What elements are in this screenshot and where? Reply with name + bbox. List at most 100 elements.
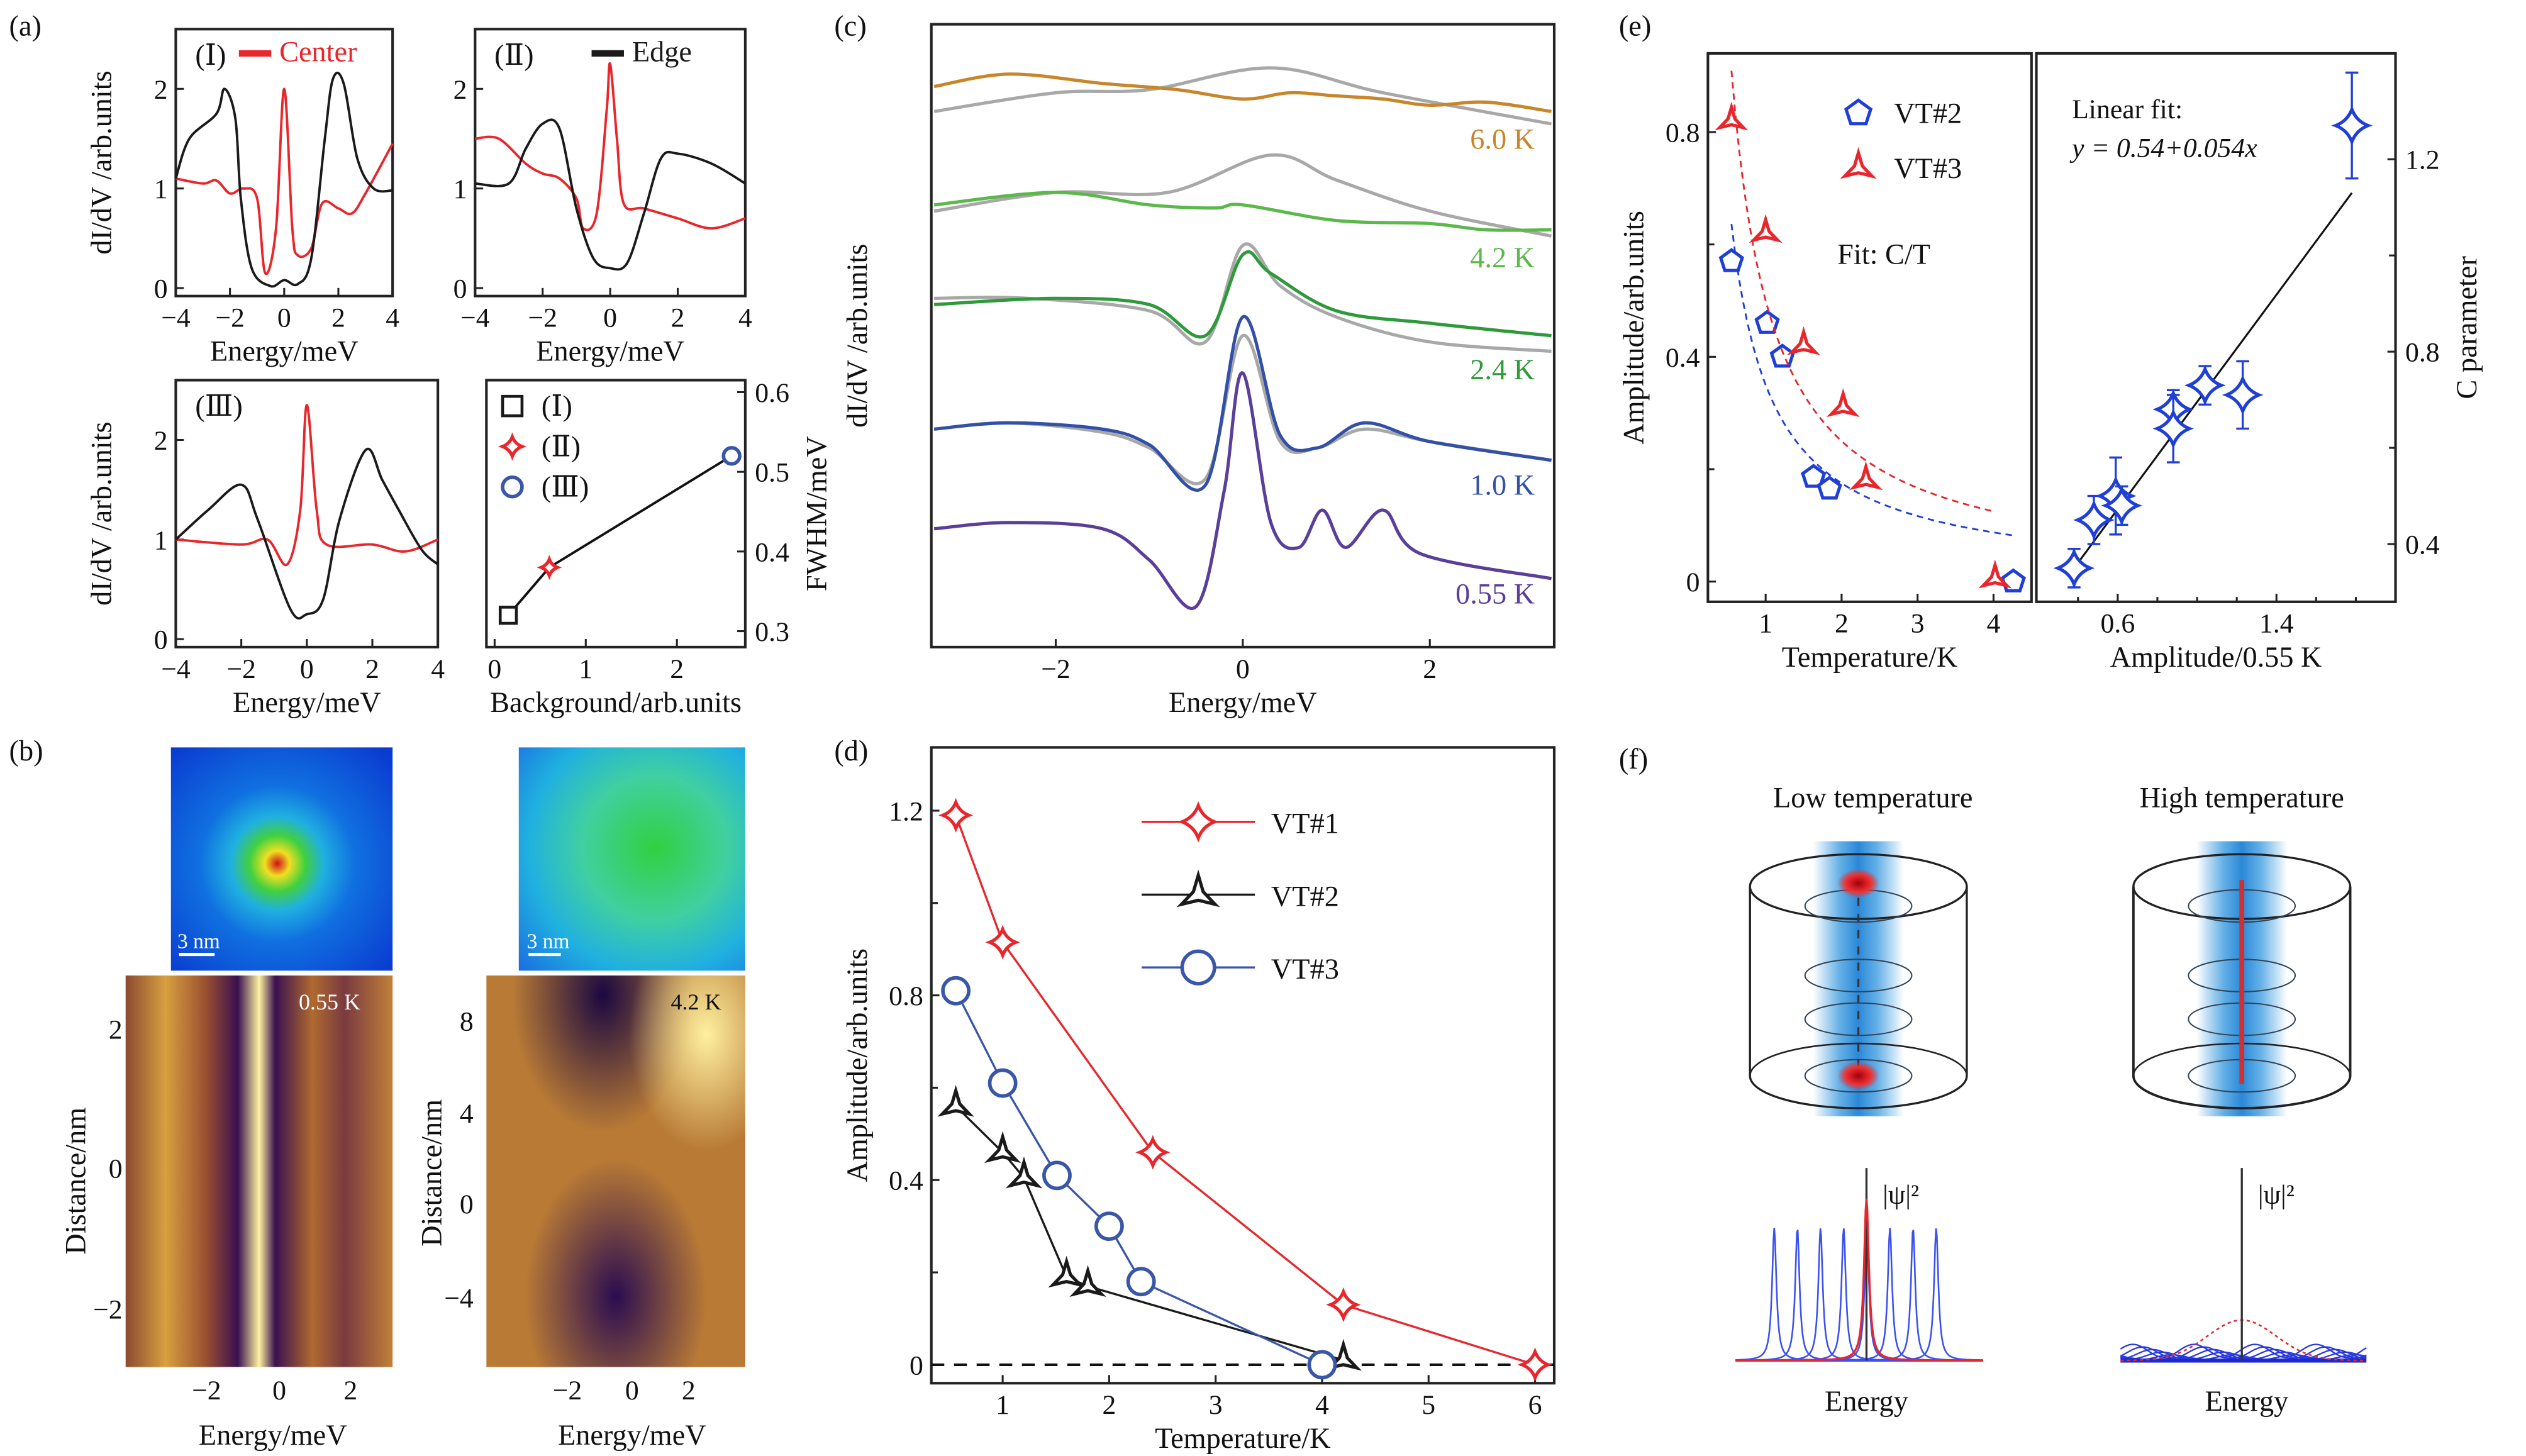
y-tick-label: 2: [453, 75, 467, 105]
series-line-edge: [475, 118, 746, 271]
y-tick-label: −2: [93, 1294, 123, 1325]
x-tick-label: 1: [579, 654, 593, 684]
star-marker: [2101, 485, 2142, 526]
spectrum-line: [933, 371, 1552, 610]
y-tick-label: 0.4: [755, 537, 789, 567]
panel-f-high: High temperature |ψ|² Energy: [2120, 782, 2367, 1418]
y-axis-title: dI/dV /arb.units: [86, 70, 118, 254]
triangle-star-marker: [1048, 1255, 1085, 1288]
series-line: [955, 1105, 1344, 1362]
triangle-star-marker: [1176, 869, 1220, 908]
x-axis-title: Energy/meV: [536, 336, 684, 368]
x-tick-label: −4: [460, 303, 490, 333]
chart-d: 1 2 3 4 5 6 0 0.4 0.8 1.2 Temperature/K Amplitude/a…: [842, 746, 1556, 1455]
y-tick-label: 1.2: [889, 796, 923, 826]
fit-curve: [933, 334, 1552, 486]
series-line-edge: [174, 72, 393, 288]
y-tick-label: 0.5: [755, 458, 789, 488]
x-tick-label: −2: [215, 303, 245, 333]
x-tick-label: 2: [1102, 1390, 1116, 1420]
y-tick-label: 0: [1686, 567, 1700, 597]
circle-marker: [1126, 1267, 1156, 1297]
triangle-star-marker: [1069, 1265, 1106, 1297]
pentagon-marker: [2000, 568, 2026, 592]
plot-frame: [930, 746, 1556, 1385]
square-marker: [498, 606, 518, 625]
x-axis-title: Temperature/K: [1155, 1423, 1331, 1455]
x-tick-label: 1: [996, 1390, 1010, 1420]
star-marker: [1177, 801, 1219, 843]
cylinder-low-illustration: [1749, 841, 1968, 1116]
x-axis-title: Energy/meV: [199, 1420, 347, 1452]
y-tick-label: 4: [460, 1099, 474, 1129]
triangle-star-marker: [1840, 147, 1877, 179]
y-tick-label: 0: [154, 274, 168, 304]
y-tick-label: 0.8: [889, 981, 923, 1011]
x-tick-label: 0: [272, 1375, 286, 1406]
y-axis-title: Distance/nm: [60, 1108, 92, 1255]
subpanel-title: (Ⅱ): [494, 40, 533, 72]
cylinder-high-illustration: [2132, 841, 2352, 1116]
y-tick-label: 0.3: [755, 617, 789, 647]
x-tick-label: 3: [1209, 1390, 1223, 1420]
series-line-center: [175, 87, 394, 275]
x-axis-title: Energy/meV: [210, 336, 359, 368]
y-axis-title: Amplitude/arb.units: [842, 948, 874, 1182]
ldos-map-image: [170, 747, 393, 971]
psi-squared-label: |ψ|²: [2258, 1180, 2295, 1210]
x-tick-label: 1.4: [2259, 609, 2294, 639]
triangle-star-marker: [1786, 326, 1821, 355]
x-tick-label: −2: [553, 1375, 582, 1406]
y-tick-label: 2: [154, 426, 168, 456]
star-marker: [1517, 1347, 1553, 1382]
psi-squared-label: |ψ|²: [1883, 1180, 1919, 1210]
panel-label-c: (c): [834, 11, 866, 43]
legend-label: (Ⅱ): [542, 431, 581, 463]
temperature-label: 6.0 K: [1470, 124, 1535, 156]
fit-curve: [934, 242, 1552, 353]
y-tick-label: 0: [109, 1154, 123, 1184]
y-axis-title: dI/dV /arb.units: [842, 244, 874, 428]
y-axis-title: Amplitude/arb.units: [1618, 211, 1650, 445]
legend-label: (Ⅲ): [542, 472, 589, 504]
broadened-levels: [2120, 1351, 2367, 1360]
orbit-ring: [1804, 959, 1913, 992]
x-tick-label: 4: [1315, 1390, 1329, 1420]
legend-label: (Ⅰ): [542, 391, 572, 423]
panel-label-b: (b): [9, 735, 43, 767]
x-tick-label: 2: [365, 654, 379, 684]
square-marker: [501, 394, 524, 418]
x-tick-label: 2: [682, 1375, 696, 1406]
majorana-top: [1837, 869, 1880, 898]
x-axis-title: Amplitude/0.55 K: [2110, 642, 2322, 674]
fit-curve: [1730, 223, 2017, 537]
y-tick-label: 0.8: [1666, 118, 1700, 148]
star-marker: [2053, 547, 2095, 589]
circle-marker: [721, 446, 742, 466]
x-tick-label: 4: [431, 654, 445, 684]
chart-a4: 0 1 2 0.3 0.4 0.5 0.6 Background/arb.units FWHM/…: [485, 378, 833, 719]
star-marker: [498, 432, 527, 461]
circle-marker: [1180, 949, 1216, 986]
legend-label: Edge: [632, 36, 692, 69]
y-axis-title: FWHM/meV: [801, 436, 833, 591]
y-tick-label: 0: [453, 274, 467, 304]
legend-label: VT#3: [1894, 153, 1962, 185]
chart-e-left: 1 2 3 4 0 0.4 0.8 Temperature/K Amplitude/arb.un…: [1618, 52, 2033, 674]
temperature-label: 4.2 K: [671, 989, 721, 1014]
star-marker: [985, 925, 1020, 960]
legend-label: VT#2: [1894, 97, 1962, 130]
circle-marker: [1094, 1211, 1124, 1242]
x-tick-label: 2: [1835, 609, 1849, 639]
x-tick-label: 2: [343, 1375, 357, 1406]
x-tick-label: 4: [386, 303, 399, 333]
pentagon-marker: [1817, 475, 1842, 500]
spectrum-line: [933, 191, 1552, 232]
fit-title: Linear fit:: [2072, 94, 2183, 125]
circle-marker: [501, 475, 524, 499]
triangle-star-marker: [1849, 461, 1883, 491]
